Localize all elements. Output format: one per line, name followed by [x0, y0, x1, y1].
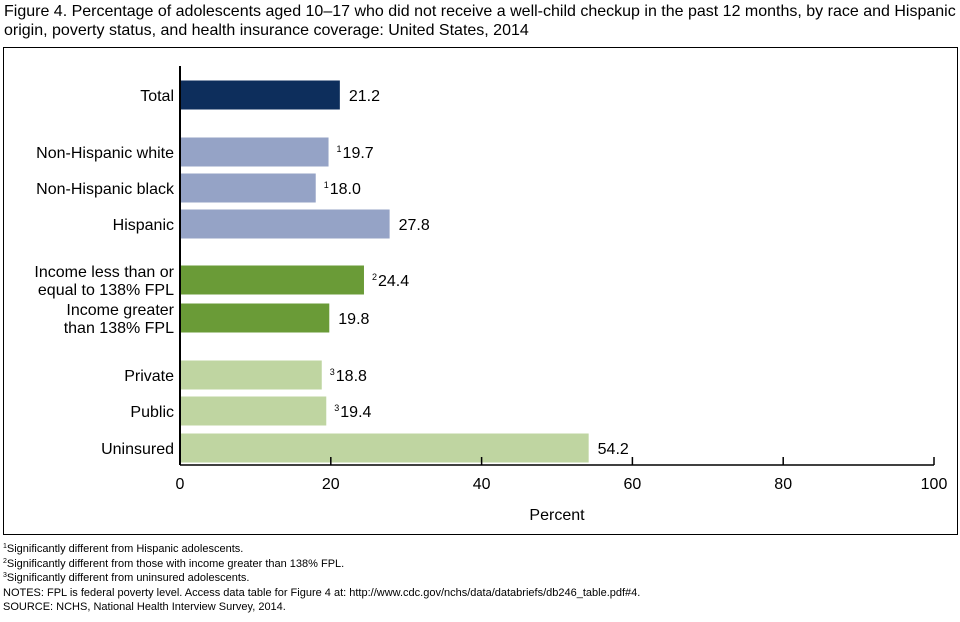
value-label: 19.8 [338, 311, 369, 328]
value-label: 27.8 [399, 217, 430, 234]
source-text: SOURCE: NCHS, National Health Interview … [3, 601, 286, 613]
figure-title: Figure 4. Percentage of adolescents aged… [4, 3, 956, 39]
bar [180, 209, 390, 239]
bar [180, 396, 327, 426]
bar-chart: Total 21.2 Non-Hispanic white 119.7 Non-Hisp… [34, 66, 948, 524]
footnotes: 1Significantly different from Hispanic a… [3, 542, 958, 615]
footnote-3: 3Significantly different from uninsured … [3, 571, 958, 586]
category-label: Private [124, 368, 174, 385]
value-label: 54.2 [598, 441, 629, 458]
category-label: Income greater [66, 302, 174, 319]
bar [180, 137, 329, 167]
value-label: 21.2 [349, 88, 380, 105]
x-axis-title: Percent [529, 507, 585, 524]
bar [180, 80, 340, 110]
value-label: 119.7 [337, 144, 374, 162]
notes-text: NOTES: FPL is federal poverty level. Acc… [3, 586, 641, 599]
x-tick-label: 20 [322, 476, 340, 493]
bar [180, 433, 589, 463]
footnote-1-text: Significantly different from Hispanic ad… [6, 543, 244, 555]
x-tick-label: 100 [921, 476, 948, 493]
category-label: Hispanic [113, 217, 174, 234]
bar [180, 360, 322, 390]
value-label: 224.4 [372, 272, 409, 290]
category-label: Public [130, 404, 174, 421]
bar [180, 265, 364, 295]
footnote-2: 2Significantly different from those with… [3, 557, 958, 572]
category-label: Uninsured [101, 441, 174, 458]
footnote-3-marker: 3 [3, 572, 7, 579]
category-label: than 138% FPL [64, 320, 174, 337]
value-label: 318.8 [330, 367, 367, 385]
footnote-1-marker: 1 [3, 543, 7, 550]
value-label: 319.4 [334, 403, 371, 421]
x-tick-label: 80 [774, 476, 792, 493]
value-label: 118.0 [324, 180, 361, 198]
footnote-1: 1Significantly different from Hispanic a… [3, 542, 958, 557]
bar [180, 303, 330, 333]
x-tick-label: 0 [176, 476, 185, 493]
category-label: equal to 138% FPL [38, 282, 174, 299]
footnote-2-marker: 2 [3, 557, 7, 565]
category-label: Non-Hispanic white [36, 145, 174, 162]
x-tick-label: 40 [473, 476, 491, 493]
category-label: Non-Hispanic black [36, 181, 175, 198]
footnote-3-text: Significantly different from uninsured a… [6, 572, 250, 584]
footnote-2-text: Significantly different from those with … [6, 557, 345, 570]
bar [180, 173, 316, 203]
category-label: Income less than or [34, 264, 174, 281]
x-tick-label: 60 [624, 476, 642, 493]
category-label: Total [140, 88, 174, 105]
chart-frame: Total 21.2 Non-Hispanic white 119.7 Non-Hisp… [3, 47, 958, 535]
